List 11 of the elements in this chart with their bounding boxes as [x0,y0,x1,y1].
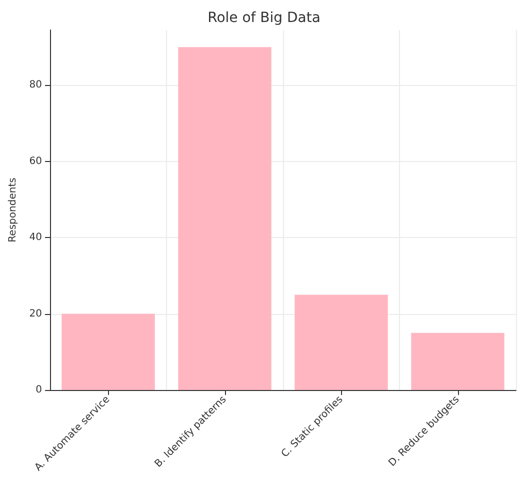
y-tick-label: 60 [29,156,42,167]
y-axis-title: Respondents [8,178,18,242]
bar [178,47,272,390]
y-tick-label: 20 [29,308,42,320]
bar [62,314,155,390]
y-tick-label: 0 [36,384,42,396]
y-tick-label: 40 [29,232,42,244]
bar [294,294,388,390]
y-tick-label: 80 [29,80,42,91]
bar [411,332,504,390]
chart-title: Role of Big Data [208,10,320,26]
